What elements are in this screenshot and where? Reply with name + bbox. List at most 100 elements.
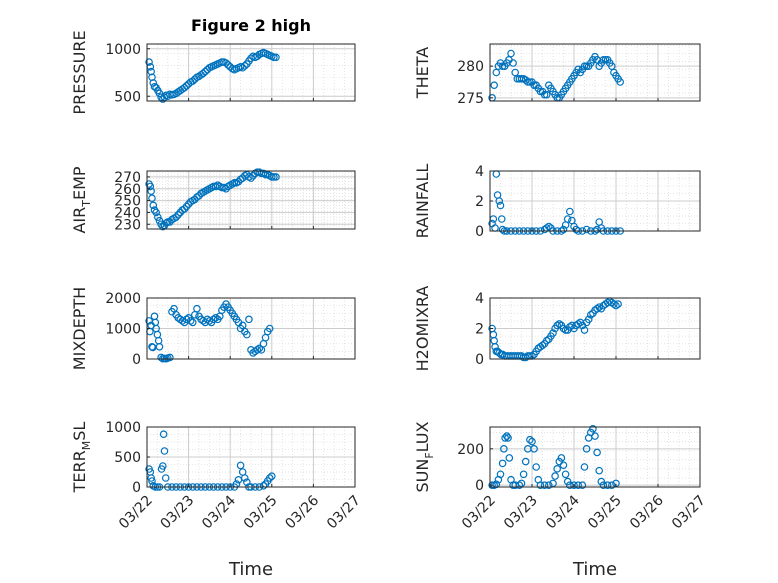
axes-box [489,43,701,102]
data-point [243,330,251,339]
data-point [610,300,618,308]
axes-box [489,426,701,488]
data-point [211,314,220,322]
data-point [496,470,505,479]
subplot-1: 500 1000 PRESSURE [70,30,356,115]
data-point [528,437,536,446]
data-point [559,225,568,234]
y-tick-label: 250 [114,194,141,210]
data-point [523,78,532,86]
data-point [614,300,622,308]
data-point [504,434,512,442]
data-point [182,315,191,324]
data-point [164,218,172,226]
data-point [162,219,170,227]
data-point [580,463,589,471]
data-point [565,481,574,489]
data-point [230,179,239,187]
axes-box [146,43,356,102]
data-point [147,67,155,76]
data-point [612,301,620,310]
y-tick-label: 500 [114,450,141,466]
data-point [549,329,557,337]
data-point [159,462,167,470]
data-point [180,83,189,92]
data-point [270,173,278,181]
subplot-2: 275 280 THETA [413,43,701,107]
subplot-4: 0 2 4 RAINFALL [413,164,701,240]
data-point [551,472,559,480]
data-point [152,208,160,217]
data-point [166,353,174,362]
data-point [155,342,164,351]
data-point [490,81,499,89]
data-point [526,435,534,444]
data-point [603,481,612,489]
y-tick-label: 270 [114,170,141,186]
data-point [538,341,547,350]
data-point [591,432,599,440]
data-point [201,67,210,76]
data-point [270,53,278,62]
data-point [595,303,604,311]
data-point [253,346,262,354]
y-tick-label: 275 [457,91,484,107]
data-point [272,173,280,181]
data-point [586,310,595,319]
data-point [584,315,593,324]
data-point [497,215,506,223]
y-tick-label: 230 [114,217,141,233]
data-point [502,432,511,440]
y-tick-label: 0 [475,478,484,494]
data-point [272,53,280,62]
data-point [616,78,625,86]
data-point [238,63,247,72]
y-tick-label: 260 [114,182,141,198]
data-point [536,481,545,489]
y-tick-label: 0 [132,352,141,368]
data-point [544,222,553,231]
data-point [582,225,591,234]
data-point [147,474,155,482]
data-point [559,461,568,469]
data-point [180,205,189,213]
data-point [240,474,249,482]
data-point [218,58,226,66]
data-point [155,89,164,98]
data-point [578,481,587,489]
data-point [255,344,264,353]
subplot-5: 0 1000 2000 MIXDEPTH [70,287,356,370]
data-point [574,320,583,328]
y-tick-label: 1000 [105,420,141,436]
data-point [247,174,255,182]
data-point [496,201,505,210]
data-point [188,318,197,327]
data-point [161,474,170,482]
data-point [505,454,514,462]
data-point [498,459,507,468]
data-point [148,477,156,485]
data-point [574,481,583,489]
data-point [224,61,232,69]
data-point [174,210,183,219]
data-point [500,445,508,453]
x-axis-label: Time [572,559,617,580]
data-point [160,447,169,455]
data-point [265,324,274,333]
data-point [521,457,530,466]
y-tick-label: 500 [114,89,141,105]
data-point [265,474,274,482]
data-point [267,173,276,181]
y-axis-label: H2OMIXRA [413,286,432,372]
axes-box [146,170,356,230]
y-axis-label: THETA [413,47,432,99]
data-point [145,58,153,66]
data-point [209,315,218,324]
y-axis-label: AIRTEMP [70,166,93,233]
data-point [532,463,541,471]
y-tick-label: 2 [475,194,484,210]
data-point [236,461,245,470]
data-point [159,430,168,439]
